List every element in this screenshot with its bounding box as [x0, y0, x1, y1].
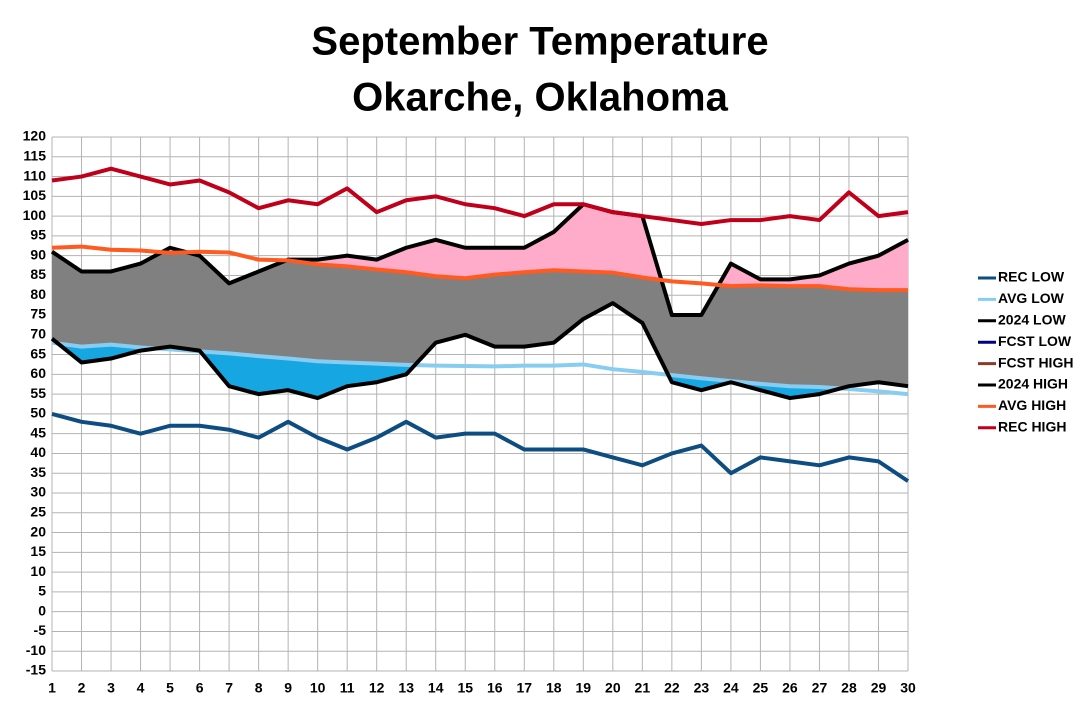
legend-label: REC HIGH	[998, 419, 1066, 435]
x-tick-label: 7	[225, 680, 233, 696]
y-tick-label: -10	[26, 642, 46, 658]
x-tick-label: 6	[196, 680, 204, 696]
y-tick-label: 90	[30, 246, 46, 262]
y-tick-label: -5	[34, 622, 47, 638]
x-tick-label: 4	[137, 680, 145, 696]
y-tick-label: 35	[30, 464, 46, 480]
x-tick-label: 21	[635, 680, 651, 696]
chart-subtitle: Okarche, Oklahoma	[352, 76, 728, 120]
x-tick-label: 20	[605, 680, 621, 696]
legend-label: 2024 LOW	[998, 312, 1066, 328]
y-tick-label: 60	[30, 365, 46, 381]
y-tick-label: 45	[30, 424, 46, 440]
chart-title: September Temperature	[311, 20, 768, 64]
x-tick-label: 22	[664, 680, 680, 696]
legend-label: FCST LOW	[998, 333, 1072, 349]
x-tick-label: 15	[457, 680, 473, 696]
y-tick-label: 95	[30, 227, 46, 243]
x-tick-label: 30	[900, 680, 916, 696]
x-tick-label: 3	[107, 680, 115, 696]
legend-label: REC LOW	[998, 269, 1065, 285]
y-tick-label: 100	[23, 207, 47, 223]
y-tick-label: -15	[26, 662, 46, 678]
y-tick-label: 20	[30, 523, 46, 539]
x-tick-label: 19	[576, 680, 592, 696]
y-tick-label: 115	[23, 147, 46, 163]
y-tick-label: 5	[38, 583, 46, 599]
x-tick-label: 14	[428, 680, 444, 696]
series-line	[50, 301, 909, 401]
y-tick-label: 80	[30, 286, 46, 302]
x-tick-label: 29	[871, 680, 887, 696]
range-area	[52, 204, 908, 399]
legend-label: AVG LOW	[998, 290, 1065, 306]
y-tick-label: 15	[30, 543, 46, 559]
x-tick-label: 1	[48, 680, 56, 696]
y-tick-label: 65	[30, 345, 46, 361]
x-tick-label: 17	[516, 680, 532, 696]
legend-label: AVG HIGH	[998, 397, 1066, 413]
y-tick-label: 120	[23, 128, 47, 144]
x-tick-label: 27	[812, 680, 828, 696]
series-line	[51, 244, 908, 293]
series-line	[50, 202, 909, 317]
x-tick-label: 10	[310, 680, 326, 696]
x-tick-label: 11	[340, 680, 355, 696]
x-tick-label: 13	[398, 680, 414, 696]
x-tick-label: 12	[369, 680, 385, 696]
y-tick-label: 10	[30, 563, 46, 579]
x-tick-label: 25	[753, 680, 769, 696]
x-tick-label: 8	[255, 680, 263, 696]
x-tick-label: 9	[284, 680, 292, 696]
x-tick-label: 16	[487, 680, 503, 696]
y-tick-label: 85	[30, 266, 46, 282]
legend-label: FCST HIGH	[998, 354, 1073, 370]
series-line	[51, 411, 910, 483]
y-tick-label: 25	[30, 503, 46, 519]
y-tick-label: 40	[30, 444, 46, 460]
x-tick-label: 24	[723, 680, 739, 696]
series-line	[51, 166, 909, 227]
x-tick-label: 23	[694, 680, 710, 696]
y-tick-label: 110	[23, 167, 46, 183]
y-tick-label: 105	[23, 187, 47, 203]
y-tick-label: 70	[30, 325, 46, 341]
legend-label: 2024 HIGH	[998, 376, 1068, 392]
x-tick-label: 18	[546, 680, 562, 696]
y-tick-label: 75	[30, 306, 46, 322]
y-tick-label: 50	[30, 405, 46, 421]
x-tick-label: 28	[841, 680, 857, 696]
y-tick-label: 55	[30, 385, 46, 401]
y-tick-label: 0	[38, 602, 46, 618]
y-tick-label: 30	[30, 484, 46, 500]
x-tick-label: 2	[78, 680, 86, 696]
x-tick-label: 26	[782, 680, 798, 696]
x-tick-label: 5	[166, 680, 174, 696]
